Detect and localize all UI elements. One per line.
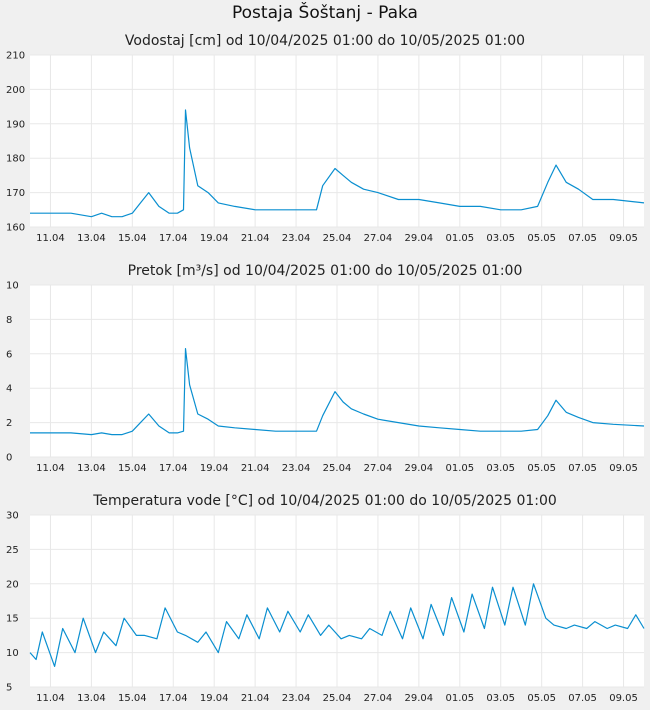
x-tick-label: 23.04: [282, 233, 311, 244]
x-tick-label: 09.05: [609, 463, 638, 474]
y-tick-label: 10: [6, 648, 19, 659]
x-tick-label: 15.04: [118, 693, 147, 704]
x-tick-label: 17.04: [159, 463, 188, 474]
chart-panel-1: Vodostaj [cm] od 10/04/2025 01:00 do 10/…: [6, 33, 645, 244]
x-tick-label: 07.05: [568, 233, 597, 244]
x-tick-label: 25.04: [323, 463, 352, 474]
y-tick-label: 170: [6, 188, 25, 199]
x-tick-label: 05.05: [527, 233, 556, 244]
x-tick-label: 05.05: [527, 463, 556, 474]
page-title: Postaja Šoštanj - Paka: [232, 3, 418, 23]
x-tick-label: 01.05: [445, 233, 474, 244]
y-tick-label: 30: [6, 511, 19, 522]
chart-title: Pretok [m³/s] od 10/04/2025 01:00 do 10/…: [128, 263, 523, 279]
x-tick-label: 11.04: [36, 693, 65, 704]
y-tick-label: 20: [6, 579, 19, 590]
x-tick-label: 19.04: [200, 693, 229, 704]
chart-title: Temperatura vode [°C] od 10/04/2025 01:0…: [92, 493, 557, 509]
y-tick-label: 190: [6, 119, 25, 130]
chart-panel-2: Pretok [m³/s] od 10/04/2025 01:00 do 10/…: [6, 263, 645, 474]
chart-title: Vodostaj [cm] od 10/04/2025 01:00 do 10/…: [125, 33, 525, 49]
y-tick-label: 0: [6, 453, 12, 464]
x-tick-label: 25.04: [323, 233, 352, 244]
x-tick-label: 03.05: [486, 693, 515, 704]
x-tick-label: 03.05: [486, 233, 515, 244]
x-tick-label: 07.05: [568, 693, 597, 704]
y-tick-label: 15: [6, 614, 19, 625]
x-tick-label: 19.04: [200, 233, 229, 244]
y-tick-label: 10: [6, 281, 19, 292]
x-tick-label: 05.05: [527, 693, 556, 704]
y-tick-label: 6: [6, 349, 12, 360]
y-tick-label: 210: [6, 51, 25, 62]
x-tick-label: 07.05: [568, 463, 597, 474]
x-tick-label: 21.04: [241, 233, 270, 244]
series-line-1: [29, 583, 645, 668]
x-tick-label: 09.05: [609, 693, 638, 704]
x-tick-label: 27.04: [364, 233, 393, 244]
x-tick-label: 13.04: [77, 463, 106, 474]
x-tick-label: 23.04: [282, 463, 311, 474]
x-tick-label: 13.04: [77, 693, 106, 704]
x-tick-label: 15.04: [118, 463, 147, 474]
y-tick-label: 160: [6, 223, 25, 234]
x-tick-label: 19.04: [200, 463, 229, 474]
x-tick-label: 11.04: [36, 233, 65, 244]
x-tick-label: 27.04: [364, 693, 393, 704]
x-tick-label: 29.04: [405, 463, 434, 474]
x-tick-label: 09.05: [609, 233, 638, 244]
x-tick-label: 17.04: [159, 693, 188, 704]
x-tick-label: 21.04: [241, 693, 270, 704]
x-tick-label: 23.04: [282, 693, 311, 704]
y-tick-label: 4: [6, 384, 12, 395]
y-tick-label: 180: [6, 154, 25, 165]
y-tick-label: 5: [6, 683, 12, 694]
y-tick-label: 2: [6, 418, 12, 429]
chart-panel-3: Temperatura vode [°C] od 10/04/2025 01:0…: [6, 493, 645, 704]
y-tick-label: 25: [6, 545, 19, 556]
x-tick-label: 15.04: [118, 233, 147, 244]
series-line-1: [30, 348, 645, 436]
x-tick-label: 13.04: [77, 233, 106, 244]
series-line-1: [30, 109, 645, 218]
x-tick-label: 17.04: [159, 233, 188, 244]
y-tick-label: 8: [6, 315, 12, 326]
x-tick-label: 03.05: [486, 463, 515, 474]
x-tick-label: 01.05: [445, 693, 474, 704]
x-tick-label: 11.04: [36, 463, 65, 474]
y-tick-label: 200: [6, 85, 25, 96]
x-tick-label: 21.04: [241, 463, 270, 474]
x-tick-label: 27.04: [364, 463, 393, 474]
x-tick-label: 01.05: [445, 463, 474, 474]
x-tick-label: 29.04: [405, 693, 434, 704]
x-tick-label: 29.04: [405, 233, 434, 244]
x-tick-label: 25.04: [323, 693, 352, 704]
